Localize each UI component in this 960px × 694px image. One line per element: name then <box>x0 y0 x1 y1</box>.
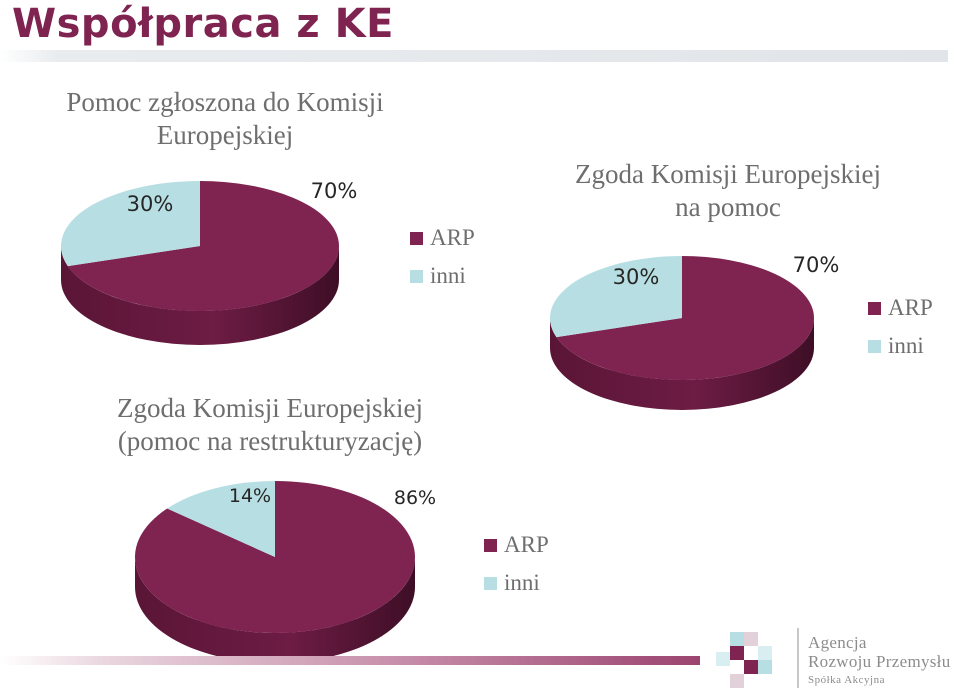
legend-label-arp: ARP <box>430 225 475 250</box>
legend-swatch-arp <box>868 302 881 315</box>
legend-label-inni: inni <box>888 333 924 358</box>
legend-swatch-arp <box>484 539 497 552</box>
slice-inni <box>60 180 200 267</box>
chart-1-title: Pomoc zgłoszona do Komisji Europejskiej <box>66 87 384 150</box>
company-name: Agencja Rozwoju Przemysłu Spółka Akcyjna <box>808 633 951 690</box>
data-label-arp: 86% <box>394 487 436 509</box>
legend-swatch-arp <box>410 232 423 245</box>
data-label-inni: 14% <box>229 485 271 507</box>
pie-side-wall <box>135 557 415 663</box>
pie-side-wall <box>61 246 339 345</box>
legend-label-arp: ARP <box>504 532 549 557</box>
logo-line-2: Rozwoju Przemysłu <box>808 652 951 671</box>
title-divider <box>0 50 948 62</box>
legend-swatch-inni <box>868 340 881 353</box>
data-label-arp: 70% <box>793 253 840 277</box>
chart-3-title: Zgoda Komisji Europejskiej (pomoc na res… <box>117 393 423 456</box>
data-label-inni: 30% <box>613 265 660 289</box>
slice-inni <box>549 256 682 338</box>
footer-bar <box>0 656 700 665</box>
slide-title: Współpraca z KE <box>12 1 394 47</box>
slice-arp <box>67 181 340 311</box>
company-logo <box>716 628 799 688</box>
legend-swatch-inni <box>484 577 497 590</box>
legend-swatch-inni <box>410 270 423 283</box>
chart-2-title: Zgoda Komisji Europejskiej na pomoc <box>575 159 881 222</box>
data-label-arp: 70% <box>311 179 358 203</box>
slice-inni <box>167 481 275 557</box>
legend-label-inni: inni <box>430 263 466 288</box>
legend-label-inni: inni <box>504 570 540 595</box>
slice-arp <box>556 256 814 380</box>
logo-line-1: Agencja <box>808 633 867 652</box>
legend-label-arp: ARP <box>888 295 933 320</box>
pie-side-wall <box>550 318 814 410</box>
data-label-inni: 30% <box>127 192 174 216</box>
logo-line-3: Spółka Akcyjna <box>808 674 885 686</box>
